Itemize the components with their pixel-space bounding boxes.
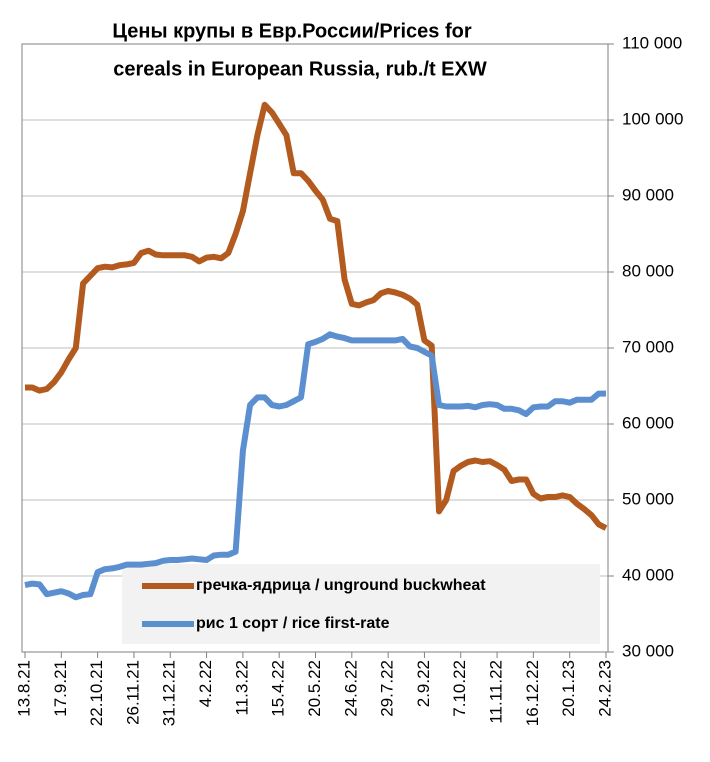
- x-tick-label: 29.7.22: [378, 660, 397, 717]
- y-tick-label: 60 000: [622, 413, 674, 432]
- x-tick-label: 20.1.23: [559, 660, 578, 717]
- x-tick-label: 4.2.22: [196, 660, 215, 707]
- x-tick-label: 20.5.22: [305, 660, 324, 717]
- y-tick-label: 90 000: [622, 185, 674, 204]
- x-tick-label: 31.12.21: [160, 660, 179, 726]
- x-tick-label: 16.12.22: [523, 660, 542, 726]
- y-tick-label: 80 000: [622, 261, 674, 280]
- y-tick-label: 30 000: [622, 641, 674, 660]
- series-line: [25, 101, 608, 531]
- x-tick-label: 7.10.22: [450, 660, 469, 717]
- y-tick-label: 110 000: [622, 33, 682, 52]
- x-tick-label: 2.9.22: [414, 660, 433, 707]
- x-tick-label: 11.11.22: [487, 660, 506, 724]
- x-tick-label: 22.10.21: [87, 660, 106, 726]
- x-tick-label: 13.8.21: [14, 660, 33, 717]
- chart-title: Цены крупы в Евр.России/Prices for: [112, 20, 471, 42]
- x-tick-label: 24.2.23: [595, 660, 614, 717]
- y-tick-label: 50 000: [622, 489, 674, 508]
- chart-title: cereals in European Russia, rub./t EXW: [113, 58, 487, 80]
- legend-label: гречка-ядрица / unground buckwheat: [196, 577, 486, 594]
- x-tick-label: 24.6.22: [341, 660, 360, 717]
- y-tick-label: 40 000: [622, 565, 674, 584]
- series-line: [24, 331, 606, 601]
- x-tick-label: 17.9.21: [51, 660, 70, 717]
- x-tick-label: 15.4.22: [269, 660, 288, 717]
- y-tick-label: 100 000: [622, 109, 683, 128]
- x-tick-label: 11.3.22: [232, 660, 251, 715]
- x-tick-label: 26.11.21: [123, 660, 142, 725]
- legend-label: рис 1 сорт / rice first-rate: [196, 615, 390, 632]
- y-tick-label: 70 000: [622, 337, 674, 356]
- legend-box: [122, 564, 600, 644]
